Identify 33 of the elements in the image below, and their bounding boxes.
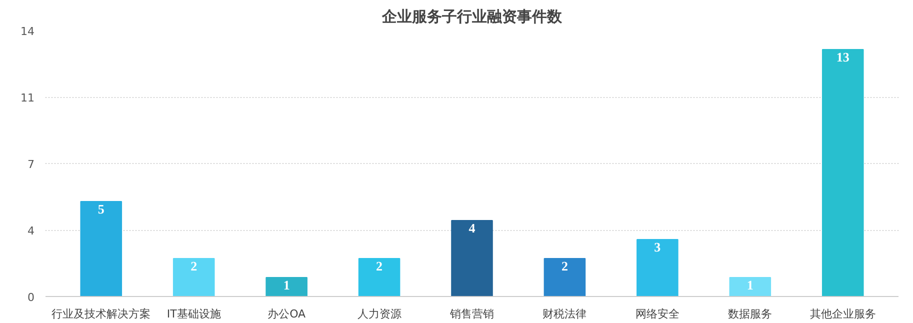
bar — [266, 277, 308, 296]
data-label: 4 — [468, 220, 476, 236]
data-label: 2 — [561, 258, 568, 274]
bar — [358, 258, 400, 296]
x-tick-label: 数据服务 — [728, 308, 772, 320]
x-tick-label: 办公OA — [268, 308, 306, 320]
x-tick-label: IT基础设施 — [166, 308, 221, 320]
y-tick-label: 4 — [28, 224, 34, 238]
x-tick-label: 行业及技术解决方案 — [52, 308, 151, 320]
y-tick-label: 7 — [28, 158, 34, 171]
bar — [172, 258, 215, 296]
chart-title: 企业服务子行业融资事件数 — [381, 8, 563, 26]
x-tick-label: 网络安全 — [635, 308, 680, 320]
x-tick-label: 人力资源 — [357, 308, 402, 320]
data-label: 5 — [98, 202, 105, 216]
data-label: 1 — [283, 278, 290, 292]
bar — [451, 220, 493, 296]
data-label: 1 — [746, 278, 754, 292]
data-label: 2 — [376, 258, 383, 274]
data-label: 3 — [654, 240, 662, 254]
bar — [636, 239, 678, 296]
x-tick-label: 其他企业服务 — [810, 308, 876, 320]
y-tick-label: 14 — [20, 25, 35, 38]
y-tick-label: 11 — [20, 92, 35, 104]
y-tick-label: 0 — [28, 291, 34, 304]
bar — [729, 277, 772, 296]
bar — [822, 49, 864, 296]
bar — [544, 258, 586, 296]
bar — [80, 201, 122, 296]
data-label: 13 — [836, 50, 850, 64]
data-label: 2 — [190, 258, 198, 274]
x-tick-label: 销售营销 — [449, 308, 494, 320]
x-tick-label: 财税法律 — [542, 308, 587, 320]
